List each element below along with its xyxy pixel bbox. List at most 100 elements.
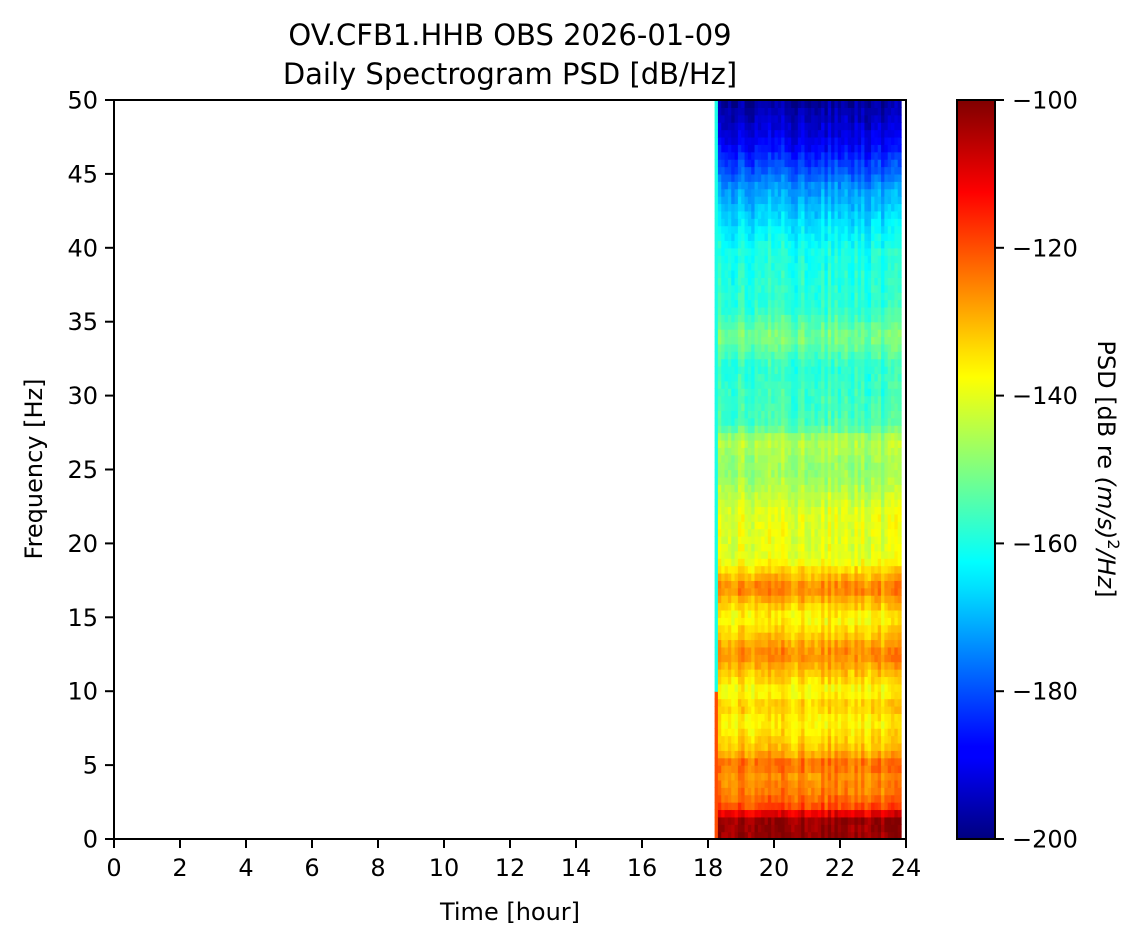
spectrogram-cell [737,351,742,360]
spectrogram-cell [724,476,729,485]
spectrogram-cell [734,447,739,456]
spectrogram-cell [784,705,789,714]
spectrogram-cell [721,159,726,168]
spectrogram-cell [741,617,746,626]
spectrogram-cell [744,558,749,567]
spectrogram-cell [797,683,802,692]
spectrogram-cell [727,107,732,116]
spectrogram-cell [867,100,872,108]
spectrogram-cell [837,114,842,123]
spectrogram-cell [857,255,862,264]
spectrogram-cell [721,366,726,375]
spectrogram-cell [841,587,846,596]
spectrogram-cell [754,661,759,670]
spectrogram-cell [771,572,776,581]
spectrogram-cell [714,247,719,256]
spectrogram-cell [831,262,836,271]
spectrogram-cell [714,366,719,375]
spectrogram-cell [854,491,859,500]
spectrogram-cell [751,351,756,360]
spectrogram-cell [764,676,769,685]
spectrogram-cell [871,373,876,382]
spectrogram-cell [714,203,719,212]
spectrogram-cell [774,543,779,552]
spectrogram-cell [837,521,842,530]
spectrogram-cell [867,159,872,168]
spectrogram-cell [777,173,782,182]
spectrogram-cell [721,476,726,485]
spectrogram-cell [807,173,812,182]
spectrogram-cell [877,521,882,530]
spectrogram-cell [827,543,832,552]
spectrogram-cell [734,173,739,182]
spectrogram-cell [871,550,876,559]
spectrogram-cell [794,691,799,700]
spectrogram-cell [741,159,746,168]
spectrogram-cell [734,669,739,678]
spectrogram-cell [731,203,736,212]
spectrogram-cell [844,602,849,611]
spectrogram-cell [814,233,819,242]
spectrogram-cell [784,329,789,338]
spectrogram-cell [837,809,842,818]
spectrogram-cell [861,240,866,249]
spectrogram-cell [824,499,829,508]
spectrogram-cell [747,114,752,123]
spectrogram-cell [871,247,876,256]
spectrogram-cell [854,329,859,338]
spectrogram-cell [857,366,862,375]
spectrogram-cell [761,336,766,345]
spectrogram-cell [714,462,719,471]
spectrogram-cell [721,580,726,589]
spectrogram-cell [767,188,772,197]
spectrogram-cell [841,166,846,175]
spectrogram-cell [757,543,762,552]
spectrogram-cell [724,329,729,338]
spectrogram-cell [827,425,832,434]
spectrogram-cell [801,321,806,330]
spectrogram-cell [774,587,779,596]
spectrogram-cell [744,432,749,441]
spectrogram-cell [864,484,869,493]
spectrogram-cell [867,595,872,604]
spectrogram-cell [811,705,816,714]
spectrogram-cell [844,720,849,729]
spectrogram-cell [714,654,719,663]
spectrogram-cell [867,831,872,840]
spectrogram-cell [717,343,722,352]
spectrogram-cell [724,484,729,493]
spectrogram-cell [777,225,782,234]
spectrogram-cell [877,358,882,367]
spectrogram-cell [857,240,862,249]
spectrogram-cell [731,543,736,552]
spectrogram-cell [817,757,822,766]
spectrogram-cell [877,373,882,382]
spectrogram-cell [827,410,832,419]
spectrogram-cell [854,816,859,825]
spectrogram-cell [774,351,779,360]
spectrogram-cell [791,262,796,271]
spectrogram-cell [804,469,809,478]
spectrogram-cell [784,255,789,264]
spectrogram-cell [787,750,792,759]
spectrogram-cell [864,129,869,138]
spectrogram-cell [791,255,796,264]
spectrogram-cell [821,432,826,441]
spectrogram-cell [854,558,859,567]
spectrogram-cell [814,580,819,589]
spectrogram-cell [831,166,836,175]
spectrogram-cell [717,513,722,522]
spectrogram-cell [797,380,802,389]
spectrogram-cell [864,306,869,315]
spectrogram-cell [857,565,862,574]
spectrogram-cell [787,521,792,530]
spectrogram-cell [854,536,859,544]
spectrogram-cell [741,669,746,678]
spectrogram-cell [751,565,756,574]
spectrogram-cell [737,491,742,500]
spectrogram-cell [767,425,772,434]
spectrogram-cell [777,351,782,360]
spectrogram-cell [747,654,752,663]
spectrogram-cell [821,380,826,389]
spectrogram-cell [847,609,852,618]
